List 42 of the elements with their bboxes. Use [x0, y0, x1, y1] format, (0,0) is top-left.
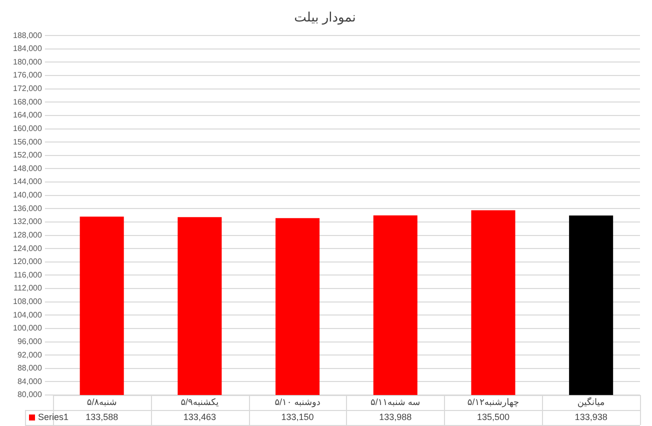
y-tick-label: 172,000 — [12, 84, 42, 94]
y-tick-label: 168,000 — [12, 97, 42, 106]
data-label: 133,463 — [183, 412, 216, 422]
legend-label: Series1 — [38, 412, 69, 422]
x-tick-label: یکشنبه۵/۹ — [180, 396, 220, 407]
data-label: 135,500 — [476, 412, 510, 422]
y-tick-label: 156,000 — [12, 137, 42, 146]
y-tick-label: 132,000 — [12, 217, 42, 226]
y-tick-label: 180,000 — [12, 57, 42, 66]
y-tick-label: 160,000 — [12, 124, 42, 133]
x-tick-label: میانگین — [577, 396, 605, 408]
y-tick-label: 104,000 — [12, 310, 42, 320]
y-tick-label: 116,000 — [14, 270, 42, 280]
chart-title: نمودار بیلت — [294, 9, 356, 26]
y-tick-label: 80,000 — [17, 390, 42, 400]
y-tick-label: 176,000 — [12, 70, 42, 80]
y-tick-label: 140,000 — [12, 190, 42, 200]
y-tick-label: 124,000 — [12, 244, 42, 253]
data-label: 133,988 — [379, 412, 412, 422]
y-tick-label: 120,000 — [12, 257, 42, 266]
x-tick-label: چهارشنبه۵/۱۲ — [467, 396, 520, 408]
x-tick-label: شنبه۵/۸ — [86, 396, 117, 407]
y-tick-label: 96,000 — [17, 336, 42, 346]
x-tick-label: سه شنبه۵/۱۱ — [370, 396, 420, 407]
x-tick-label: دوشنبه ۵/۱۰ — [274, 396, 320, 408]
y-tick-label: 144,000 — [12, 177, 42, 186]
y-tick-label: 152,000 — [12, 150, 42, 160]
data-label: 133,588 — [86, 412, 118, 422]
data-label: 133,938 — [574, 412, 608, 422]
y-tick-label: 92,000 — [17, 350, 42, 360]
y-tick-label: 188,000 — [12, 30, 42, 40]
y-tick-label: 100,000 — [12, 324, 42, 333]
y-tick-label: 84,000 — [17, 376, 42, 386]
y-tick-label: 108,000 — [12, 297, 42, 306]
y-tick-label: 128,000 — [12, 230, 42, 240]
y-tick-label: 164,000 — [12, 110, 42, 120]
data-label: 133,150 — [281, 412, 314, 422]
y-tick-label: 148,000 — [12, 164, 42, 173]
y-tick-label: 88,000 — [17, 364, 42, 373]
y-tick-label: 112,000 — [14, 284, 42, 293]
y-tick-label: 184,000 — [12, 44, 42, 54]
y-tick-label: 136,000 — [12, 204, 42, 213]
